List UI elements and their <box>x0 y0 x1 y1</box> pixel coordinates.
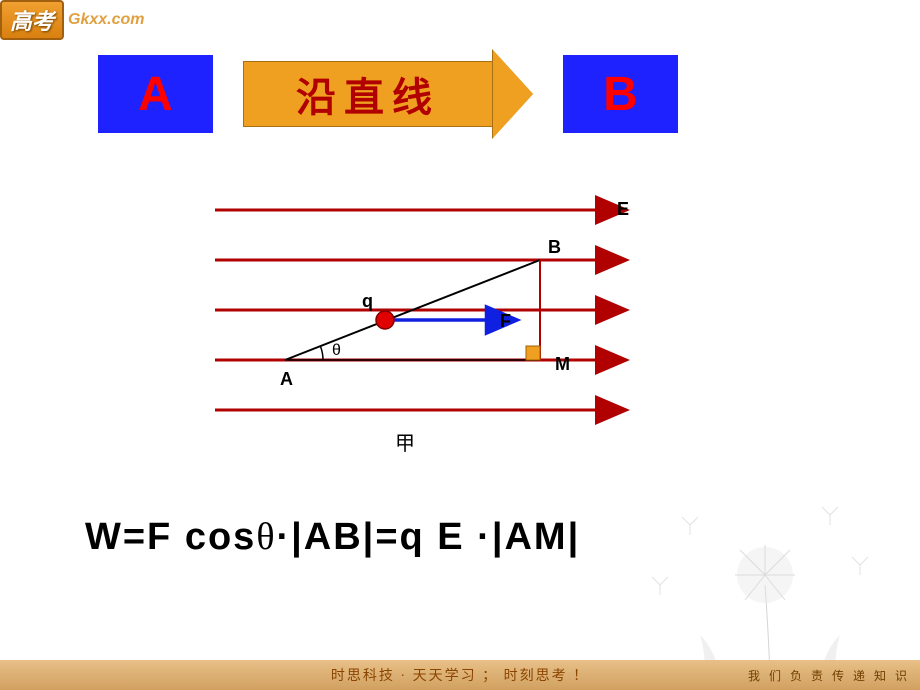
field-diagram: E B M Aq Fθ 甲 <box>210 195 630 465</box>
formula-rest: ·|AB|=q E ·|AM| <box>277 516 581 558</box>
box-a: A <box>98 55 213 133</box>
logo: 高考 Gkxx.com <box>0 0 145 40</box>
svg-text:甲: 甲 <box>395 433 415 455</box>
formula-theta: θ <box>256 516 276 558</box>
footer-right: 我 们 负 责 传 递 知 识 <box>748 667 910 684</box>
dandelion-decoration <box>630 475 910 675</box>
logo-url: Gkxx.com <box>68 11 144 29</box>
svg-text:M: M <box>555 354 570 374</box>
formula-prefix: W=F cos <box>85 516 256 558</box>
svg-text:A: A <box>280 369 293 389</box>
footer: 时思科技 · 天天学习 ； 时刻思考 ！ 我 们 负 责 传 递 知 识 <box>0 660 920 690</box>
arrow-straight-line: 沿直线 <box>243 55 533 133</box>
arrow-label: 沿直线 <box>296 65 440 123</box>
work-formula: W=F cosθ·|AB|=q E ·|AM| <box>85 515 580 559</box>
svg-text:q: q <box>362 291 373 311</box>
footer-center: 时思科技 · 天天学习 ； 时刻思考 ！ <box>331 665 589 685</box>
svg-text:B: B <box>548 237 561 257</box>
box-b: B <box>563 55 678 133</box>
svg-text:F: F <box>500 311 511 331</box>
logo-badge: 高考 <box>0 0 64 40</box>
svg-text:E: E <box>617 199 629 219</box>
top-row: A 沿直线 B <box>98 55 678 133</box>
svg-text:θ: θ <box>332 342 341 359</box>
